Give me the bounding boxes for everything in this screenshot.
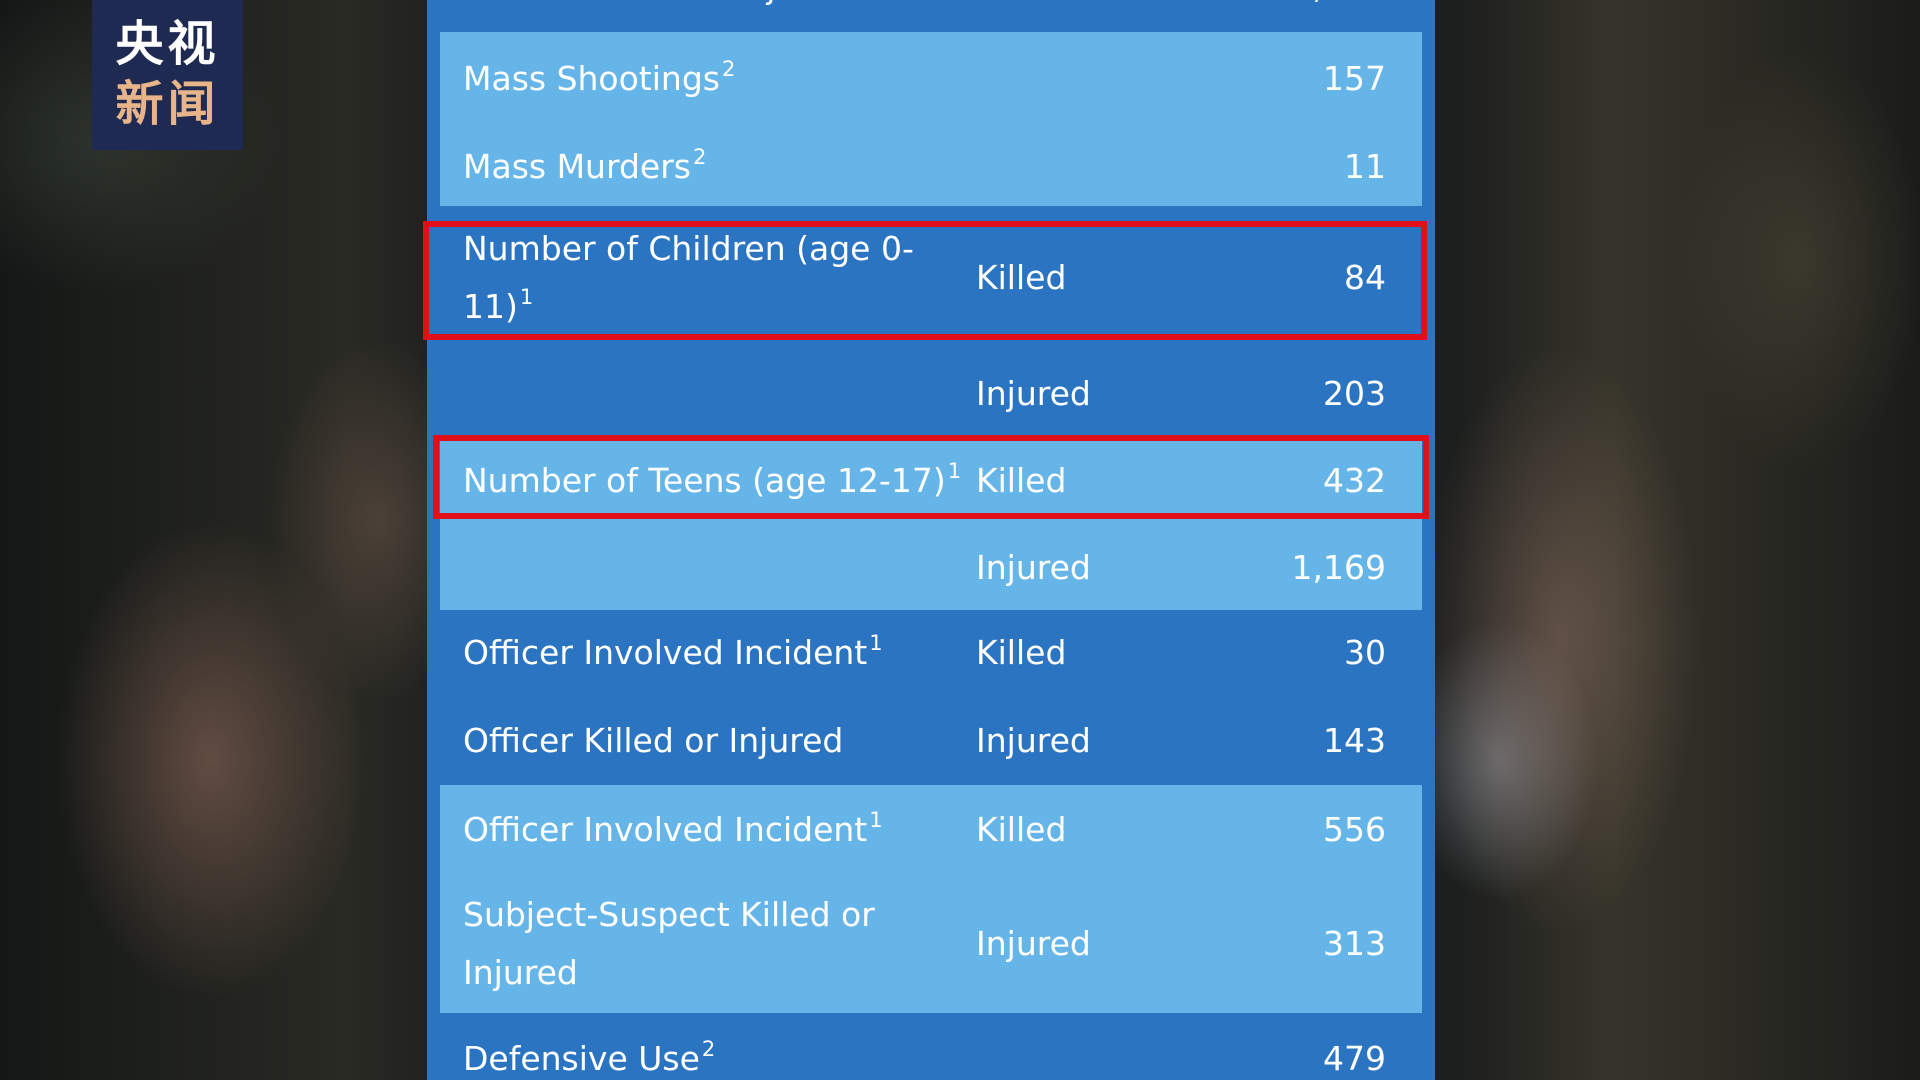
table-band: Officer Involved Incident1 Killed 556 Su… [440, 785, 1422, 1013]
row-kind: Killed [976, 461, 1067, 500]
cctv-news-logo: 央视 新闻 [92, 0, 243, 150]
logo-line-1: 央视 [115, 16, 220, 72]
row-label-teens: Number of Teens (age 12-17)1 [463, 459, 962, 501]
row-value: 11,263 [1271, 0, 1386, 16]
row-value: 84 [1344, 258, 1386, 297]
logo-line-2: 新闻 [115, 76, 220, 132]
table-band: Number of Teens (age 12-17)1 Killed 432 … [440, 438, 1422, 610]
table-row-children-injured: Injured 203 [440, 365, 1422, 423]
gun-violence-stats-table: Total Number of Injuries 11,263 Mass Sho… [423, 0, 1435, 1080]
row-value: 1,169 [1291, 548, 1386, 587]
row-label-children: Number of Children (age 0-11)1 [463, 229, 914, 326]
row-kind: Killed [976, 633, 1067, 672]
highlight-box-teens [433, 435, 1429, 519]
table-row-officer-incident-killed: Officer Involved Incident1 Killed 30 [440, 624, 1422, 682]
row-label-mass-shootings: Mass Shootings2 [463, 57, 736, 99]
row-label: Total Number of Injuries [463, 0, 857, 16]
row-value: 432 [1323, 461, 1386, 500]
row-kind: Injured [976, 924, 1091, 963]
row-label: Officer Involved Incident1 [463, 631, 883, 673]
row-value: 143 [1323, 721, 1386, 760]
row-value: 203 [1323, 374, 1386, 413]
table-row-children-killed: Number of Children (age 0-11)1 Killed 84 [440, 220, 1422, 338]
table-row-defensive-use: Defensive Use2 479 [440, 1030, 1422, 1080]
row-kind: Injured [976, 548, 1091, 587]
row-value: 556 [1323, 810, 1386, 849]
row-kind: Killed [976, 258, 1067, 297]
row-value: 30 [1344, 633, 1386, 672]
row-label-mass-murders: Mass Murders2 [463, 145, 707, 187]
table-band: Mass Shootings2 157 Mass Murders2 11 [440, 32, 1422, 206]
row-label: Officer Involved Incident1 [463, 808, 883, 850]
row-value: 479 [1323, 1039, 1386, 1078]
highlight-box-children [423, 221, 1427, 340]
row-kind: Killed [976, 810, 1067, 849]
row-label: Defensive Use2 [463, 1037, 716, 1079]
table-row: Total Number of Injuries 11,263 [440, 0, 1422, 16]
row-kind: Injured [976, 374, 1091, 413]
row-value: 313 [1323, 924, 1386, 963]
row-kind: Injured [976, 721, 1091, 760]
row-value: 11 [1344, 147, 1386, 186]
row-value: 157 [1323, 59, 1386, 98]
row-label: Officer Killed or Injured [463, 721, 844, 760]
table-row-officer-killed-injured: Officer Killed or Injured Injured 143 [440, 712, 1422, 770]
row-label-subject-suspect: Subject-Suspect Killed or Injured [463, 895, 875, 992]
